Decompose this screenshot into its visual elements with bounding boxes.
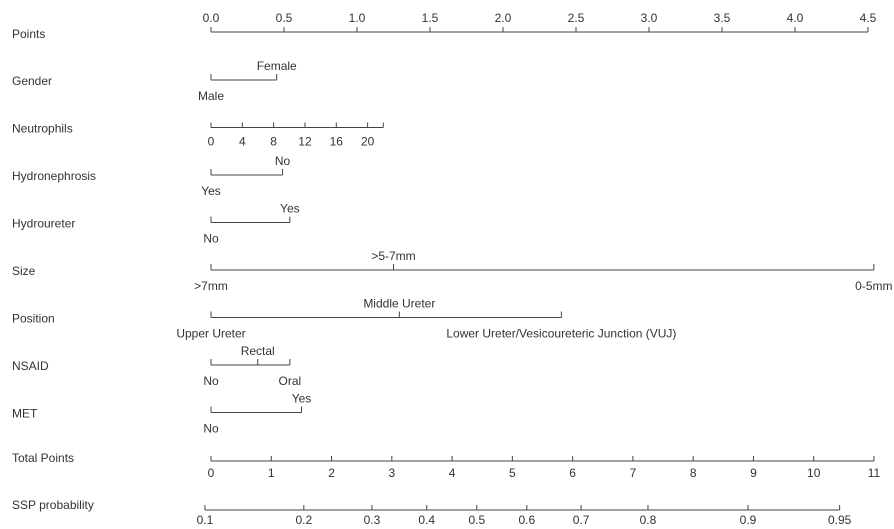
item-label: 0-5mm	[855, 279, 892, 293]
row-label: Size	[12, 264, 36, 278]
tick-label: 0.1	[197, 513, 214, 527]
row-label: Hydronephrosis	[12, 169, 96, 183]
item-label: >5-7mm	[371, 249, 415, 263]
tick-label: 0.8	[640, 513, 657, 527]
item-label: Upper Ureter	[176, 327, 245, 341]
tick-label: 7	[630, 466, 637, 480]
item-label: No	[275, 154, 291, 168]
tick-label: 8	[690, 466, 697, 480]
tick-label: 2	[328, 466, 335, 480]
item-label: No	[203, 232, 219, 246]
tick-label: 3.5	[714, 11, 731, 25]
item-label: Lower Ureter/Vesicoureteric Junction (VU…	[446, 327, 676, 341]
item-label: >7mm	[194, 279, 228, 293]
tick-label: 6	[569, 466, 576, 480]
item-label: No	[203, 422, 219, 436]
item-label: Middle Ureter	[363, 297, 435, 311]
tick-label: 0.95	[828, 513, 852, 527]
tick-label: 1.0	[349, 11, 366, 25]
tick-label: 10	[807, 466, 821, 480]
tick-label: 0.5	[468, 513, 485, 527]
row-label: Hydroureter	[12, 217, 75, 231]
tick-label: 0.9	[740, 513, 757, 527]
item-label: Yes	[292, 392, 312, 406]
tick-label: 4	[239, 135, 246, 149]
row-label: Gender	[12, 74, 52, 88]
item-label: Rectal	[241, 344, 275, 358]
tick-label: 0.7	[573, 513, 590, 527]
row-label: Total Points	[12, 451, 74, 465]
row-label: NSAID	[12, 359, 49, 373]
item-label: Female	[257, 59, 297, 73]
tick-label: 16	[330, 135, 344, 149]
tick-label: 0.3	[364, 513, 381, 527]
item-label: Yes	[280, 202, 300, 216]
tick-label: 2.0	[495, 11, 512, 25]
tick-label: 20	[361, 135, 375, 149]
tick-label: 4.5	[860, 11, 877, 25]
tick-label: 4	[449, 466, 456, 480]
tick-label: 11	[868, 466, 881, 480]
row-label: Neutrophils	[12, 122, 73, 136]
tick-label: 0.6	[518, 513, 535, 527]
tick-label: 1	[268, 466, 275, 480]
row-label: SSP probability	[12, 498, 94, 512]
row-label: Position	[12, 312, 55, 326]
tick-label: 3.0	[641, 11, 658, 25]
item-label: Oral	[279, 374, 302, 388]
tick-label: 0	[208, 466, 215, 480]
tick-label: 9	[750, 466, 757, 480]
item-label: Yes	[201, 184, 221, 198]
tick-label: 0.4	[418, 513, 435, 527]
item-label: No	[203, 374, 219, 388]
item-label: Male	[198, 89, 224, 103]
tick-label: 5	[509, 466, 516, 480]
tick-label: 0.0	[203, 11, 220, 25]
tick-label: 4.0	[787, 11, 804, 25]
tick-label: 0	[208, 135, 215, 149]
row-label: Points	[12, 27, 45, 41]
tick-label: 0.2	[295, 513, 312, 527]
tick-label: 12	[298, 135, 312, 149]
tick-label: 8	[270, 135, 277, 149]
row-label: MET	[12, 407, 38, 421]
tick-label: 0.5	[276, 11, 293, 25]
tick-label: 3	[388, 466, 395, 480]
tick-label: 2.5	[568, 11, 585, 25]
tick-label: 1.5	[422, 11, 439, 25]
